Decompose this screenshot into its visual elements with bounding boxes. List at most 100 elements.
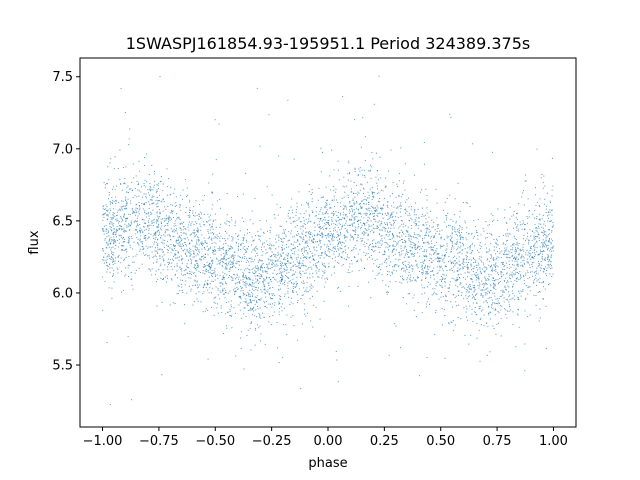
data-point (395, 219, 397, 221)
data-point (497, 244, 499, 246)
data-point (193, 266, 195, 268)
data-point (446, 237, 448, 239)
data-point (545, 231, 547, 233)
data-point (481, 261, 483, 263)
data-point (451, 306, 453, 308)
data-point (409, 250, 411, 252)
data-point (318, 268, 320, 270)
data-point (187, 215, 189, 217)
data-point (149, 204, 151, 206)
data-point (281, 265, 283, 267)
data-point (319, 234, 321, 236)
data-point (144, 234, 146, 236)
data-point (156, 227, 158, 229)
data-point (529, 264, 531, 266)
data-point (478, 329, 480, 331)
data-point (118, 242, 120, 244)
data-point (538, 239, 540, 241)
data-point (478, 308, 480, 310)
data-point (137, 231, 139, 233)
data-point (494, 283, 496, 285)
data-point (240, 317, 242, 319)
data-point (229, 311, 231, 313)
data-point (426, 273, 428, 275)
data-point (516, 250, 518, 252)
data-point (189, 247, 191, 249)
data-point (318, 270, 320, 272)
data-point (537, 265, 539, 267)
data-point (383, 227, 385, 229)
data-point (345, 259, 347, 261)
data-point (457, 286, 459, 288)
data-point (414, 279, 416, 281)
data-point (309, 215, 311, 217)
data-point (488, 264, 490, 266)
data-point (423, 260, 425, 262)
data-point (266, 307, 268, 309)
data-point (410, 217, 412, 219)
data-point (544, 185, 546, 187)
data-point (493, 257, 495, 259)
data-point (385, 258, 387, 260)
data-point (141, 245, 143, 247)
data-point (159, 211, 161, 213)
data-point (240, 269, 242, 271)
data-point (189, 207, 191, 209)
data-point (331, 258, 333, 260)
data-point (401, 220, 403, 222)
data-point (493, 284, 495, 286)
data-point (164, 206, 166, 208)
data-point (550, 219, 552, 221)
data-point (124, 241, 126, 243)
data-point (380, 220, 382, 222)
data-point (234, 312, 236, 314)
data-point (495, 298, 497, 300)
data-point (527, 235, 529, 237)
data-point (282, 252, 284, 254)
data-point (150, 224, 152, 226)
data-point (500, 273, 502, 275)
data-point (505, 288, 507, 290)
data-point (247, 294, 249, 296)
data-point (287, 240, 289, 242)
data-point (373, 231, 375, 233)
data-point (514, 280, 516, 282)
data-point (476, 337, 478, 339)
data-point (188, 277, 190, 279)
data-point (442, 273, 444, 275)
data-point (430, 277, 432, 279)
data-point (542, 250, 544, 252)
data-point (188, 243, 190, 245)
data-point (539, 281, 541, 283)
data-point (491, 302, 493, 304)
data-point (277, 260, 279, 262)
data-point (307, 203, 309, 205)
data-point (187, 239, 189, 241)
data-point (426, 306, 428, 308)
data-point (116, 211, 118, 213)
data-point (106, 182, 108, 184)
data-point (355, 193, 357, 195)
data-point (234, 225, 236, 227)
data-point (324, 253, 326, 255)
data-point (164, 240, 166, 242)
data-point (320, 232, 322, 234)
data-point (304, 242, 306, 244)
data-point (464, 266, 466, 267)
data-point (354, 216, 356, 218)
data-point (528, 243, 530, 245)
data-point (301, 250, 303, 252)
data-point (489, 233, 491, 235)
data-point (441, 229, 443, 231)
data-point (225, 281, 226, 283)
data-point (287, 212, 289, 214)
data-point (515, 346, 517, 348)
data-point (148, 236, 150, 238)
data-point (379, 156, 381, 158)
data-point (277, 273, 279, 275)
data-point (106, 342, 108, 344)
data-point (436, 217, 438, 219)
data-point (480, 272, 482, 274)
data-point (324, 219, 326, 221)
data-point (106, 256, 108, 258)
